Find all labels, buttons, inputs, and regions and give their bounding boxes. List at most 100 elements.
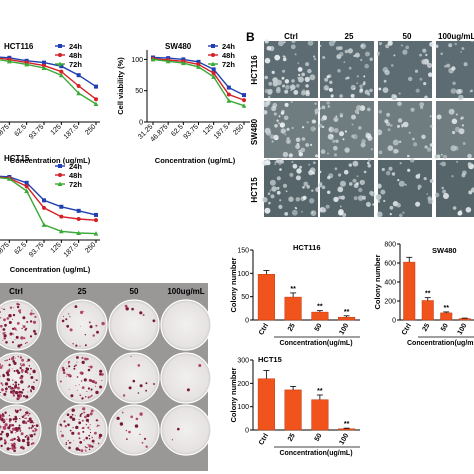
chart-title: HCT15 <box>4 154 30 163</box>
x-axis-label: Concentration(ug/mL) <box>407 340 474 347</box>
colony-dot <box>81 397 84 400</box>
micro-tile <box>376 40 434 101</box>
cell-speck <box>345 77 348 80</box>
colony-dot <box>101 380 103 382</box>
colony-dot <box>95 324 98 327</box>
colony-dot <box>0 444 3 448</box>
colony-dot <box>87 444 89 446</box>
cell-speck <box>454 42 458 46</box>
colony-dot <box>21 327 23 330</box>
x-tick-label: 46.875 <box>0 123 11 143</box>
colony-dish <box>56 404 108 456</box>
data-point <box>57 61 63 66</box>
cell-speck <box>469 90 472 93</box>
y-axis-label: Colony number <box>229 367 238 422</box>
colony-dot <box>31 377 33 379</box>
colony-dot <box>6 433 8 436</box>
colony-dish <box>108 352 160 404</box>
cell-speck <box>282 151 289 158</box>
cell-speck <box>343 61 346 63</box>
colony-dot <box>78 437 81 440</box>
colony-dot <box>6 447 10 451</box>
data-point <box>76 73 81 78</box>
cell-speck <box>402 211 405 214</box>
cell-speck <box>344 49 349 54</box>
cell-speck <box>296 168 302 174</box>
colony-dot <box>62 371 66 375</box>
cell-speck <box>311 119 316 124</box>
cell-speck <box>348 66 352 70</box>
data-point <box>165 58 171 64</box>
colony-dot <box>5 341 8 344</box>
cell-speck <box>388 145 393 151</box>
cell-speck <box>419 53 422 57</box>
colony-dot <box>11 438 14 442</box>
cell-speck <box>305 143 310 147</box>
micro-row-label: HCT116 <box>250 55 259 85</box>
colony-dot <box>0 392 1 393</box>
colony-dish <box>0 299 42 351</box>
cell-speck <box>318 123 323 128</box>
cell-speck <box>394 95 397 98</box>
micro-tile <box>318 158 376 218</box>
colony-dot <box>86 413 90 418</box>
cell-speck <box>269 134 275 139</box>
cell-speck <box>264 39 269 44</box>
colony-dot <box>34 332 37 336</box>
colony-dot <box>4 382 9 386</box>
colony-dot <box>14 381 18 384</box>
cell-speck <box>429 115 432 118</box>
colony-dot <box>89 428 91 431</box>
colony-dot <box>137 392 140 394</box>
colony-dot <box>21 416 24 419</box>
colony-dot <box>68 365 71 368</box>
data-point <box>93 101 99 106</box>
cell-speck <box>264 75 269 80</box>
micro-tile <box>435 40 474 101</box>
cell-speck <box>276 119 279 122</box>
cell-speck <box>376 129 383 136</box>
cell-speck <box>450 88 457 94</box>
colony-dot <box>98 436 101 439</box>
colony-dot <box>99 373 102 376</box>
colony-dot <box>88 434 91 437</box>
colony-dot <box>27 391 29 393</box>
cell-speck <box>295 197 300 202</box>
colony-dot <box>24 417 26 419</box>
cell-speck <box>363 170 367 174</box>
cell-speck <box>293 90 299 95</box>
cell-speck <box>332 139 336 143</box>
bar <box>338 428 356 431</box>
micro-col-label: 25 <box>345 32 354 41</box>
colony-dot <box>3 337 6 340</box>
micro-tile <box>262 99 320 158</box>
cell-speck <box>274 163 277 166</box>
colony-dot <box>7 385 10 388</box>
cell-speck <box>267 99 271 103</box>
cell-speck <box>343 169 349 175</box>
cell-speck <box>423 177 427 181</box>
cell-speck <box>398 180 405 187</box>
colony-dot <box>72 427 74 429</box>
cell-speck <box>425 53 428 57</box>
cell-speck <box>369 57 373 61</box>
cell-speck <box>299 165 302 169</box>
colony-dot <box>74 415 76 417</box>
y-tick-label: 800 <box>384 242 396 249</box>
data-point <box>226 85 231 90</box>
cell-speck <box>361 139 366 144</box>
colony-dot <box>17 344 21 348</box>
cell-speck <box>459 209 462 212</box>
data-point <box>41 65 47 70</box>
dish-plate <box>56 404 108 456</box>
cell-speck <box>415 201 421 207</box>
colony-dot <box>63 420 66 423</box>
cell-speck <box>383 79 387 83</box>
colony-dot <box>171 439 173 441</box>
cell-speck <box>349 182 353 186</box>
cell-speck <box>407 168 411 172</box>
cell-speck <box>356 175 359 178</box>
colony-dot <box>33 433 36 436</box>
